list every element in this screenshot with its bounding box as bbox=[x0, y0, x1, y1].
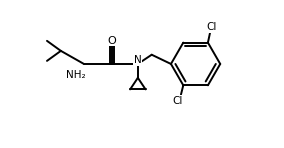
Text: Cl: Cl bbox=[172, 96, 182, 106]
Text: O: O bbox=[107, 36, 116, 46]
Text: Cl: Cl bbox=[206, 22, 217, 32]
Text: N: N bbox=[134, 55, 142, 65]
Text: NH₂: NH₂ bbox=[66, 70, 86, 80]
